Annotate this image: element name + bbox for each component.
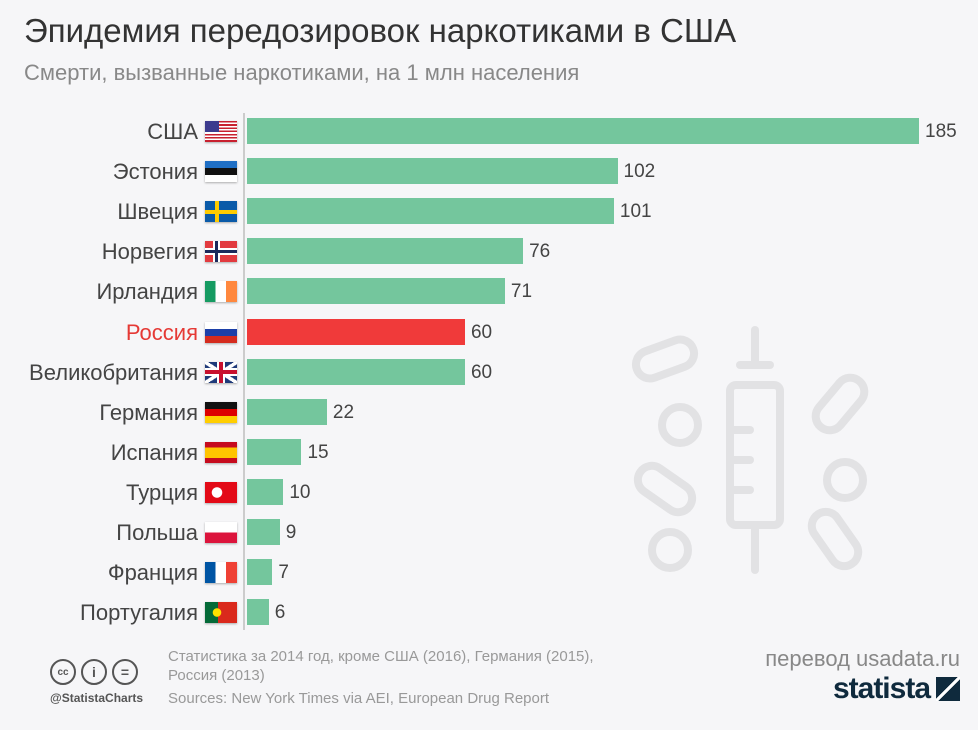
data-label: 15 — [307, 441, 329, 463]
flag-no-icon — [205, 241, 237, 263]
flag-fr-icon — [205, 562, 237, 584]
data-label: 7 — [278, 562, 289, 584]
category-label: Россия — [125, 319, 198, 345]
data-label: 185 — [925, 121, 957, 142]
footnote-line1: Статистика за 2014 год, кроме США (2016)… — [168, 648, 594, 665]
category-label: США — [147, 119, 198, 144]
category-label: Эстония — [112, 159, 198, 185]
data-label: 101 — [619, 201, 652, 223]
data-label: 60 — [470, 321, 493, 343]
cc-license-icons: cc i = — [50, 659, 138, 685]
flag-pt-icon — [205, 602, 237, 624]
data-label: 71 — [510, 281, 533, 303]
category-label: Норвегия — [101, 239, 198, 265]
translation-credit: перевод usadata.ru — [765, 646, 960, 671]
chart-title: Эпидемия передозировок наркотиками в США — [24, 12, 737, 49]
category-label: Швеция — [117, 199, 198, 225]
category-label: Германия — [99, 399, 198, 425]
statista-wordmark: statista — [832, 672, 931, 705]
bar — [247, 278, 505, 305]
y-axis-line — [243, 113, 245, 630]
category-label: Турция — [126, 479, 198, 505]
flag-gb-icon — [205, 361, 237, 383]
flag-pl-icon — [205, 522, 237, 543]
flag-de-icon — [205, 401, 237, 423]
bar — [247, 198, 614, 225]
bar — [247, 519, 280, 545]
sources: Sources: New York Times via AEI, Europea… — [168, 690, 550, 707]
flag-us-icon — [205, 121, 237, 142]
data-label: 9 — [285, 522, 297, 543]
bar — [247, 438, 302, 465]
flag-ie-icon — [205, 281, 237, 303]
bar — [247, 478, 284, 505]
data-label: 6 — [274, 602, 286, 624]
bar — [247, 158, 618, 185]
footnote-line2: Россия (2013) — [168, 667, 265, 684]
flag-tr-icon — [205, 481, 237, 503]
category-label: Испания — [110, 439, 198, 465]
bar — [247, 118, 919, 144]
bar — [247, 318, 465, 345]
flag-se-icon — [205, 201, 237, 223]
data-label: 10 — [289, 481, 311, 503]
flag-ru-icon — [205, 321, 237, 343]
category-label: Франция — [107, 560, 198, 586]
category-label: Польша — [116, 520, 198, 545]
statista-logo-icon — [936, 677, 960, 701]
flag-ee-icon — [205, 161, 237, 183]
category-label: Португалия — [80, 600, 198, 626]
statista-handle: @StatistaCharts — [50, 691, 144, 705]
chart-subtitle: Смерти, вызванные наркотиками, на 1 млн … — [24, 60, 580, 85]
data-label: 102 — [623, 161, 656, 183]
syringe-pills-illustration — [631, 326, 869, 574]
statista-logo: statista — [833, 672, 960, 706]
bar — [247, 559, 273, 586]
data-label: 76 — [529, 241, 551, 263]
bar — [247, 599, 269, 626]
bar — [247, 238, 524, 265]
data-label: 22 — [332, 401, 355, 423]
flag-es-icon — [205, 441, 237, 463]
bar — [247, 398, 327, 425]
category-label: Ирландия — [96, 279, 198, 305]
bar — [247, 358, 465, 385]
category-label: Великобритания — [29, 359, 198, 385]
data-label: 60 — [470, 361, 493, 383]
